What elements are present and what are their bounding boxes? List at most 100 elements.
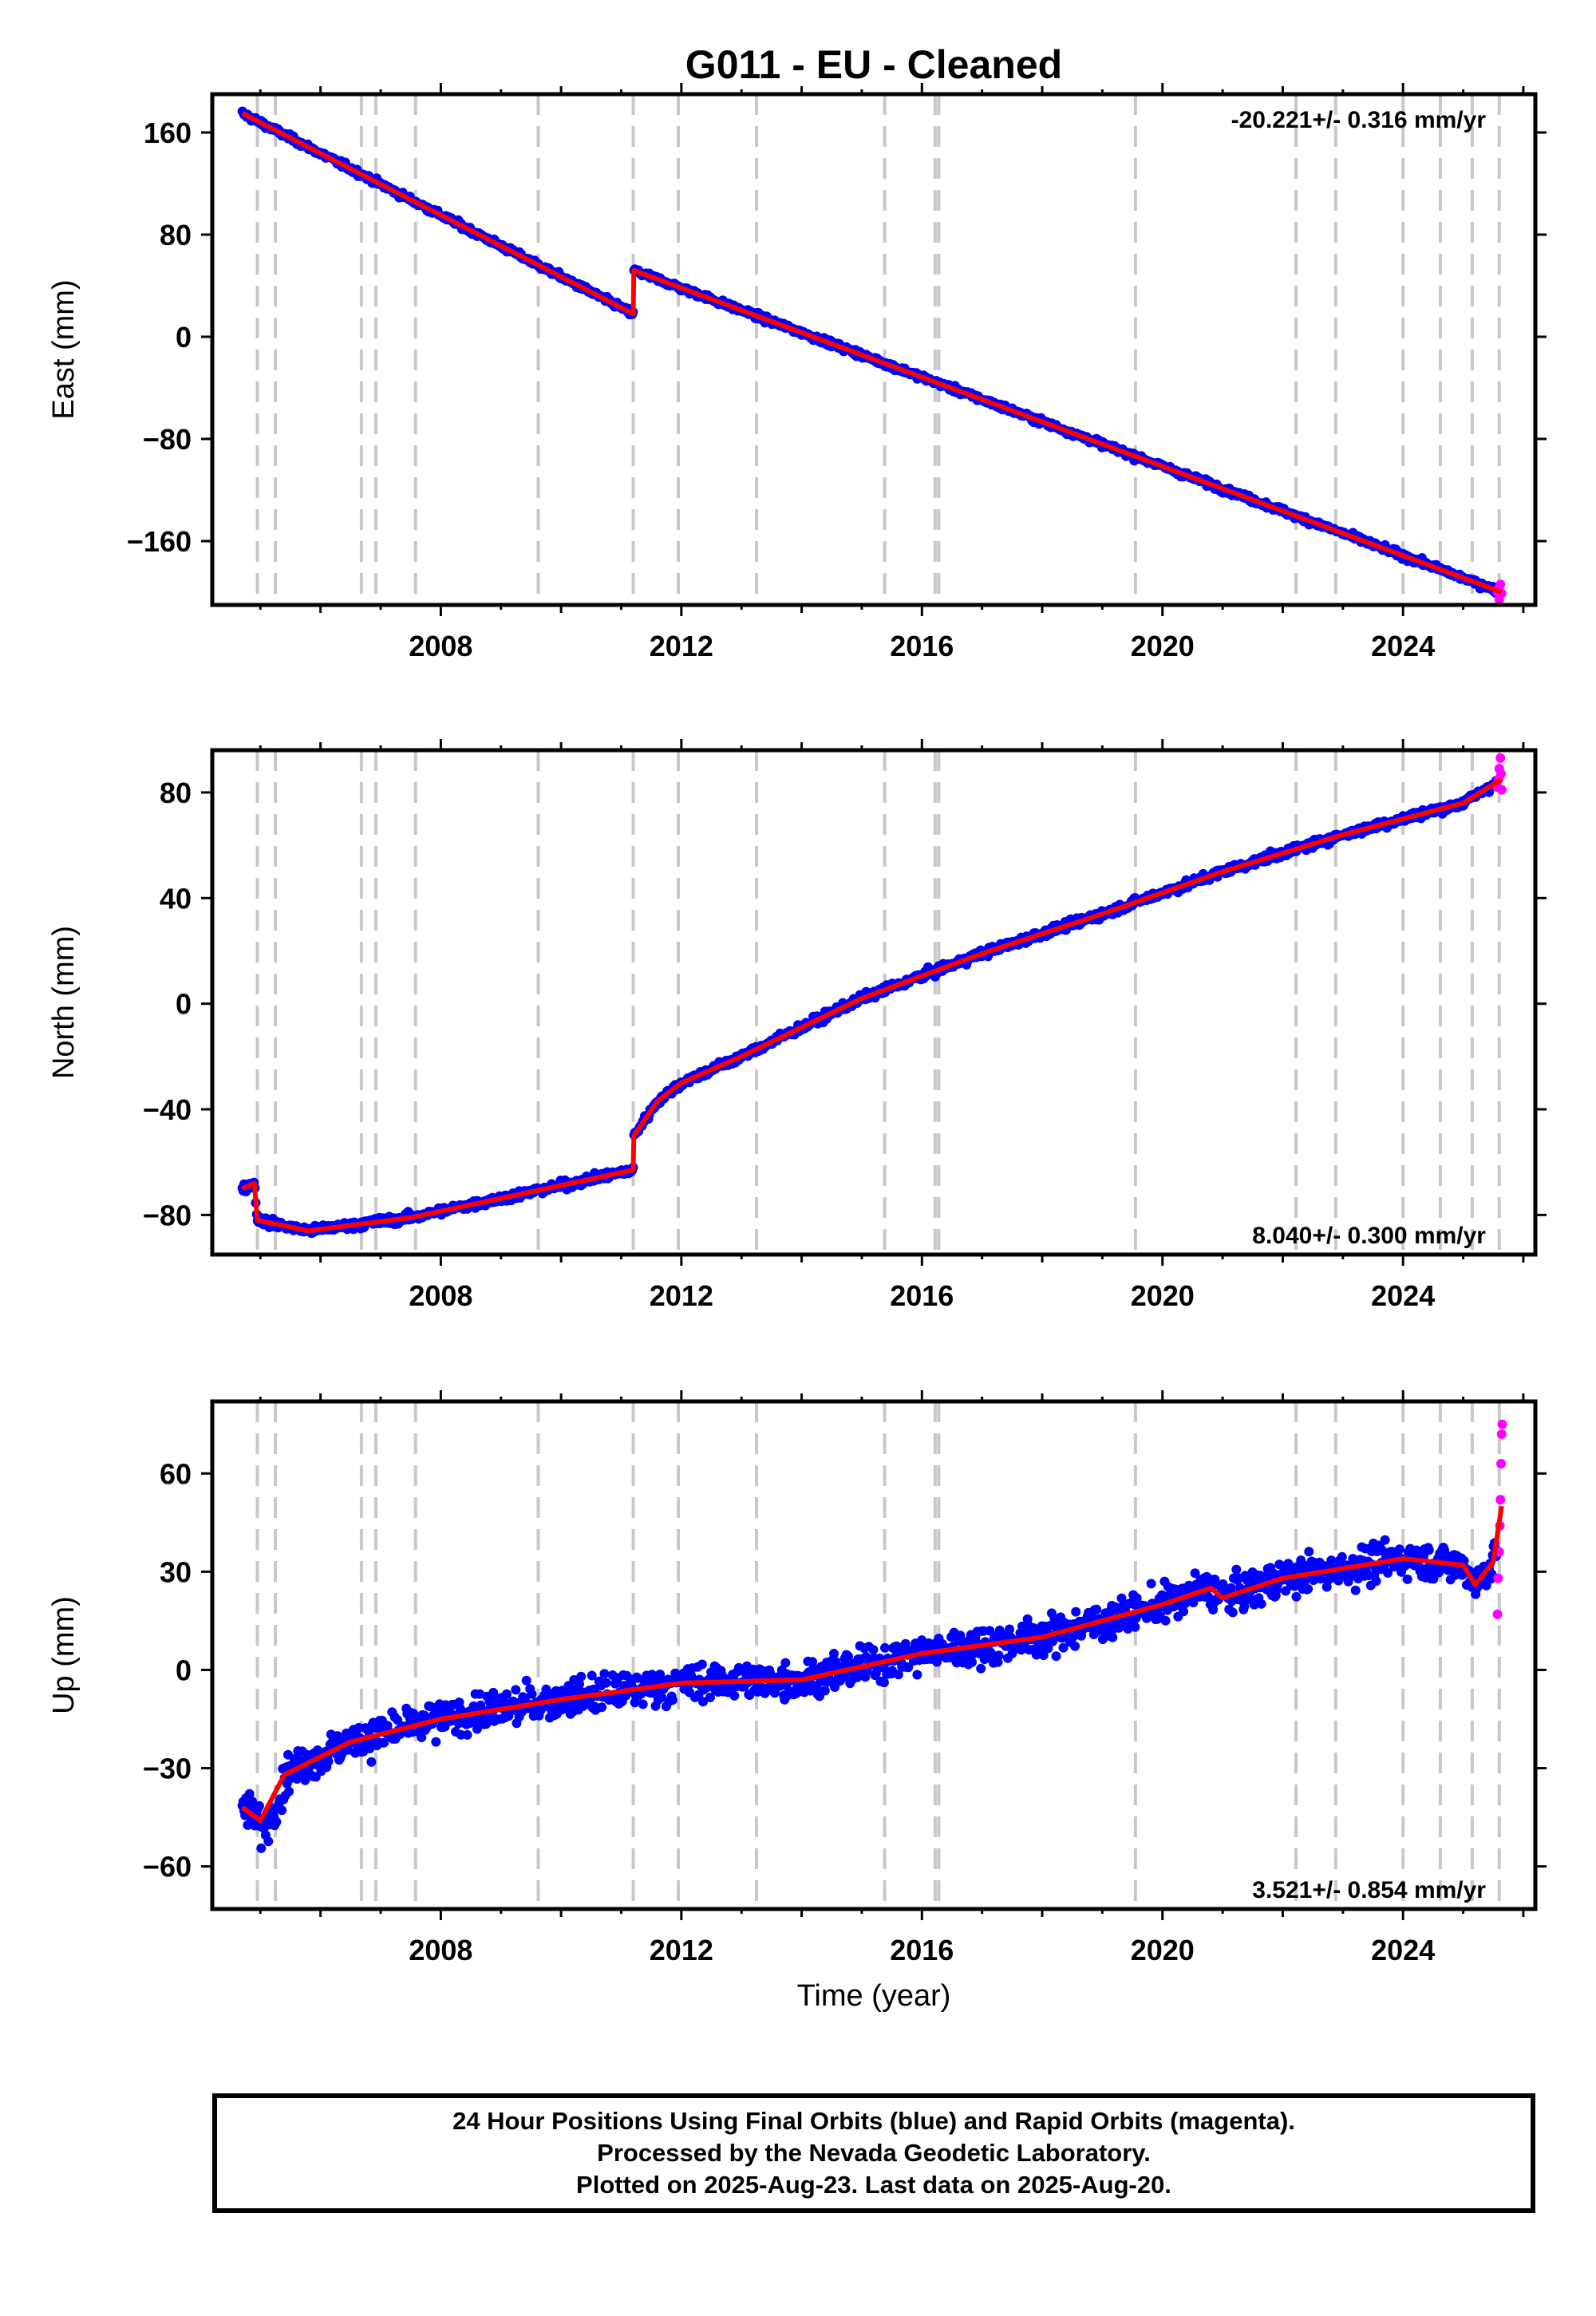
north-rate-label: 8.040+/- 0.300 mm/yr <box>1252 1223 1486 1249</box>
x-axis-label: Time (year) <box>797 1979 951 2013</box>
up-y-tick-label: −30 <box>143 1753 192 1785</box>
east-y-tick-label: 0 <box>176 321 192 354</box>
up-final-point <box>472 1724 482 1734</box>
north-rapid-point <box>1495 753 1506 763</box>
up-final-point <box>968 1649 978 1659</box>
up-final-point <box>527 1689 537 1699</box>
caption-line-3: Plotted on 2025-Aug-23. Last data on 202… <box>576 2171 1171 2199</box>
up-final-point <box>820 1686 830 1696</box>
up-final-point <box>780 1658 791 1668</box>
up-final-point <box>488 1687 499 1697</box>
up-final-point <box>1256 1599 1266 1609</box>
caption-box: 24 Hour Positions Using Final Orbits (bl… <box>212 2093 1535 2213</box>
up-final-point <box>1071 1607 1081 1617</box>
up-x-tick-label: 2008 <box>409 1934 472 1966</box>
up-final-point <box>976 1663 986 1674</box>
up-final-point <box>1179 1607 1188 1617</box>
up-x-tick-label: 2012 <box>650 1934 713 1966</box>
up-model-line <box>240 1505 1504 1824</box>
up-final-point <box>891 1641 902 1651</box>
up-final-point <box>667 1695 678 1705</box>
up-final-point <box>323 1757 334 1767</box>
up-final-point <box>729 1690 740 1701</box>
up-final-point <box>1211 1579 1221 1590</box>
up-final-point <box>277 1805 287 1816</box>
up-final-point <box>638 1699 648 1709</box>
up-final-point <box>1337 1551 1347 1562</box>
up-final-point <box>1130 1622 1140 1632</box>
up-final-point <box>1291 1591 1302 1602</box>
up-y-tick-label: 30 <box>160 1555 192 1588</box>
up-final-point <box>1326 1555 1337 1566</box>
east-panel: 2008 2012 2016 2020 2024 160 80 0 −80 −160 East (m… <box>47 83 1547 662</box>
up-final-point <box>1268 1568 1278 1579</box>
up-final-point <box>1481 1580 1491 1591</box>
up-final-point <box>1108 1632 1118 1642</box>
east-x-tick-label: 2008 <box>409 630 472 662</box>
up-final-point <box>903 1662 914 1673</box>
up-final-point <box>835 1676 845 1686</box>
up-final-point <box>698 1697 708 1707</box>
east-y-axis-label: East (mm) <box>47 279 81 419</box>
east-rapid-point <box>1495 579 1506 590</box>
up-final-point <box>244 1788 255 1799</box>
up-final-point <box>1380 1535 1390 1545</box>
up-final-point <box>880 1642 890 1653</box>
east-y-tick-label: 160 <box>144 117 192 149</box>
up-rapid-point <box>1497 1419 1507 1429</box>
up-final-point <box>1183 1580 1194 1591</box>
up-final-point <box>576 1671 587 1682</box>
up-final-point <box>1160 1615 1171 1626</box>
up-final-point <box>994 1650 1004 1661</box>
up-final-point <box>1038 1650 1049 1660</box>
caption-line-1: 24 Hour Positions Using Final Orbits (bl… <box>452 2107 1295 2135</box>
north-y-tick-label: 80 <box>160 777 192 809</box>
north-rapid-point <box>1496 769 1507 779</box>
up-final-point <box>1058 1642 1069 1653</box>
up-final-point <box>1051 1651 1061 1662</box>
east-x-tick-label: 2012 <box>650 630 713 662</box>
up-final-point <box>1231 1564 1242 1575</box>
up-final-point <box>808 1657 817 1667</box>
caption-line-2: Processed by the Nevada Geodetic Laborat… <box>597 2139 1151 2167</box>
north-y-tick-label: −80 <box>143 1199 192 1231</box>
up-final-point <box>1190 1568 1200 1579</box>
up-y-tick-label: −60 <box>143 1851 192 1883</box>
up-final-point <box>1005 1624 1015 1634</box>
up-final-point <box>893 1670 903 1680</box>
up-final-point <box>912 1670 922 1680</box>
up-final-point <box>1070 1641 1080 1651</box>
north-model-line <box>241 777 1503 1234</box>
up-rapid-point <box>1492 1609 1503 1619</box>
east-frame <box>210 92 1538 607</box>
up-final-point <box>1116 1593 1127 1603</box>
up-y-tick-label: 0 <box>176 1654 192 1686</box>
up-final-point <box>521 1675 531 1686</box>
up-x-tick-label: 2020 <box>1131 1934 1195 1966</box>
up-panel: 2008 2012 2016 2020 2024 60 30 0 −30 −60 Up (mm) 3.… <box>47 1390 1547 1966</box>
north-y-axis-label: North (mm) <box>47 926 81 1079</box>
north-x-tick-label: 2016 <box>890 1279 954 1312</box>
up-final-point <box>1218 1579 1228 1589</box>
up-rapid-point <box>1495 1495 1506 1505</box>
up-final-point <box>365 1744 375 1753</box>
up-final-point <box>1226 1583 1236 1593</box>
up-final-point <box>1371 1576 1381 1587</box>
up-final-point <box>697 1659 707 1670</box>
north-rapid-point <box>1496 785 1507 795</box>
up-rapid-point <box>1496 1458 1507 1468</box>
up-final-point <box>263 1836 274 1847</box>
north-y-tick-label: −40 <box>143 1093 192 1126</box>
north-frame <box>210 748 1538 1257</box>
east-rate-label: -20.221+/- 0.316 mm/yr <box>1231 107 1487 133</box>
up-final-point <box>967 1657 977 1667</box>
up-final-point <box>255 1800 264 1811</box>
up-y-axis-label: Up (mm) <box>47 1596 81 1714</box>
north-x-tick-label: 2012 <box>650 1279 713 1312</box>
up-final-point <box>502 1689 512 1699</box>
up-final-point <box>1303 1584 1314 1594</box>
up-final-point <box>852 1672 863 1682</box>
up-final-point <box>1402 1574 1412 1584</box>
north-x-tick-label: 2008 <box>409 1279 472 1312</box>
